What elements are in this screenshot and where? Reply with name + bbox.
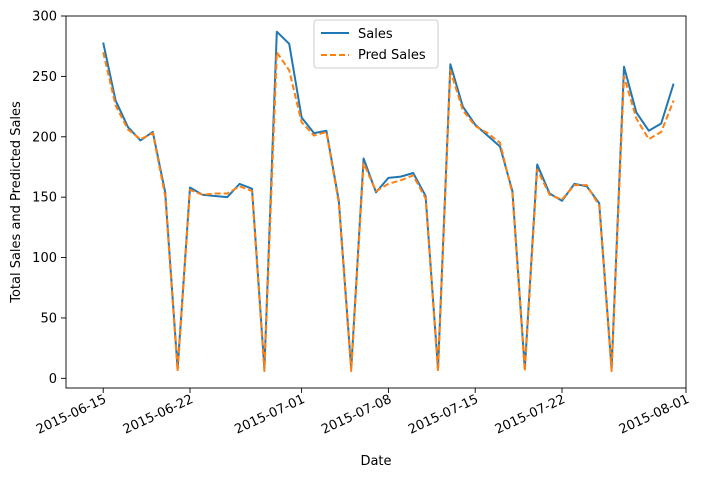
legend: Sales Pred Sales	[313, 19, 439, 69]
y-tick-label: 150	[32, 191, 57, 206]
y-tick-label: 100	[32, 251, 57, 266]
series-layer	[102, 30, 675, 373]
plot-frame	[65, 15, 687, 389]
y-tick-label: 300	[32, 10, 57, 25]
series-line-pred-sales	[102, 51, 675, 373]
y-tick-label: 200	[32, 130, 57, 145]
y-axis-title: Total Sales and Predicted Sales	[9, 101, 24, 304]
y-tick-label: 0	[49, 372, 57, 387]
legend-label-pred-sales: Pred Sales	[358, 48, 426, 63]
y-tick-label: 250	[32, 70, 57, 85]
y-axis: 0 50 100 150 200 250 300	[32, 10, 66, 387]
x-axis-title: Date	[360, 454, 391, 469]
y-tick-label: 50	[40, 311, 57, 326]
legend-label-sales: Sales	[358, 27, 393, 42]
